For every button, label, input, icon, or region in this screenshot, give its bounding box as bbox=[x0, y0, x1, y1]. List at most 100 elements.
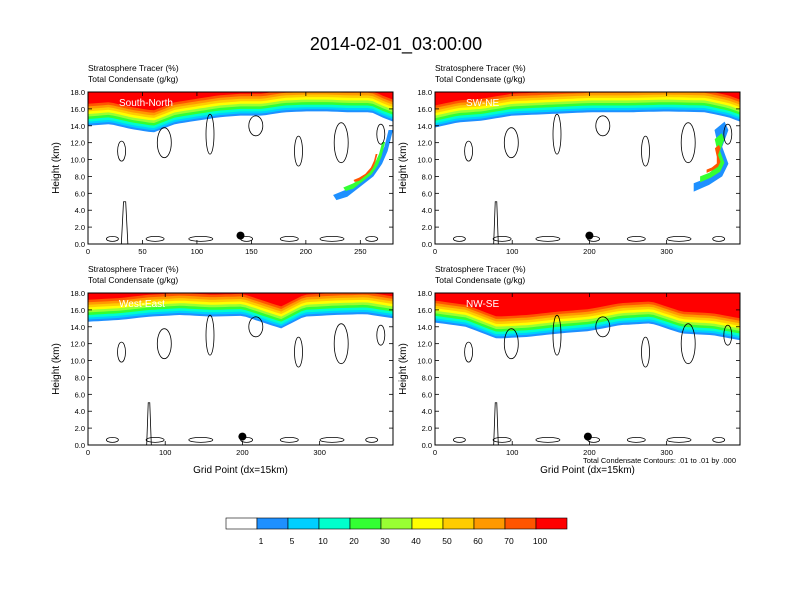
panel-1: South-North Stratosphere Tracer (%)Total … bbox=[51, 63, 394, 256]
y-tick-label: 0.0 bbox=[422, 441, 432, 450]
colorbar-label: 30 bbox=[380, 536, 390, 546]
plot-frame bbox=[87, 292, 394, 446]
contour-loop bbox=[188, 436, 214, 443]
left-title-tracer: Stratosphere Tracer (%) bbox=[88, 63, 179, 73]
condensate-contours bbox=[106, 113, 386, 244]
contour-loop bbox=[666, 235, 692, 242]
contour-loop bbox=[365, 235, 379, 242]
contour-loop bbox=[117, 341, 126, 363]
contour-loop bbox=[464, 341, 474, 363]
left-title-condensate: Total Condensate (g/kg) bbox=[88, 275, 178, 285]
contour-loop bbox=[156, 127, 172, 159]
y-tick-label: 4.0 bbox=[422, 206, 432, 215]
tracer-band-10 bbox=[88, 92, 393, 111]
contour-loop bbox=[319, 235, 345, 242]
intrusion-middle bbox=[343, 142, 386, 191]
contour-loop bbox=[156, 328, 172, 360]
colorbar: 1 5 10 20 30 40 50 60 70 100 bbox=[225, 517, 568, 546]
y-tick-label: 10.0 bbox=[70, 156, 85, 165]
x-tick-label: 0 bbox=[86, 247, 90, 256]
y-tick-label: 6.0 bbox=[422, 189, 432, 198]
y-tick-label: 12.0 bbox=[417, 139, 432, 148]
contour-loop bbox=[626, 436, 646, 443]
intrusion-core bbox=[706, 144, 721, 173]
contour-loop bbox=[535, 235, 561, 242]
x-tick-label: 100 bbox=[159, 448, 172, 457]
footnote: Total Condensate Contours: .01 to .01 by… bbox=[583, 456, 736, 465]
intrusion-outer bbox=[333, 130, 393, 201]
contour-loop bbox=[552, 314, 562, 356]
tracer-band-10 bbox=[435, 293, 740, 319]
contour-loop bbox=[365, 436, 379, 443]
left-title-tracer: Stratosphere Tracer (%) bbox=[435, 63, 526, 73]
y-tick-label: 14.0 bbox=[70, 122, 85, 131]
tracer-band-8 bbox=[88, 293, 393, 312]
colorbar-label: 100 bbox=[533, 536, 547, 546]
contour-loop bbox=[294, 135, 303, 167]
contour-tower bbox=[120, 201, 129, 244]
contour-loop bbox=[712, 235, 726, 242]
x-tick-label: 50 bbox=[138, 247, 146, 256]
y-tick-label: 16.0 bbox=[70, 105, 85, 114]
intrusion-core bbox=[353, 154, 378, 182]
colorbar-label: 40 bbox=[411, 536, 421, 546]
x-tick-label: 250 bbox=[354, 247, 367, 256]
colorbar-cell bbox=[442, 517, 475, 530]
colorbar-cell bbox=[504, 517, 537, 530]
location-marker bbox=[585, 231, 594, 240]
contour-loop bbox=[492, 235, 512, 242]
y-tick-label: 16.0 bbox=[417, 306, 432, 315]
y-tick-label: 18.0 bbox=[417, 88, 432, 97]
x-axis-label: Grid Point (dx=15km) bbox=[193, 465, 288, 476]
contour-loop bbox=[595, 316, 611, 338]
contour-loop bbox=[712, 436, 726, 443]
plot-background bbox=[88, 293, 393, 445]
contour-loop bbox=[452, 436, 466, 443]
colorbar-cell bbox=[349, 517, 382, 530]
contour-loop bbox=[333, 323, 349, 365]
colorbar-cell bbox=[225, 517, 258, 530]
left-title-condensate: Total Condensate (g/kg) bbox=[88, 74, 178, 84]
location-marker bbox=[236, 231, 245, 240]
x-tick-label: 0 bbox=[433, 448, 437, 457]
condensate-contours bbox=[452, 113, 733, 244]
contour-loop bbox=[452, 235, 466, 242]
condensate-contours bbox=[106, 314, 386, 445]
left-title-condensate: Total Condensate (g/kg) bbox=[435, 275, 525, 285]
contour-loop bbox=[503, 127, 519, 159]
x-tick-label: 200 bbox=[300, 247, 313, 256]
y-tick-label: 12.0 bbox=[70, 340, 85, 349]
colorbar-cell bbox=[318, 517, 351, 530]
plot-frame bbox=[87, 91, 394, 245]
y-axis-label: Height (km) bbox=[398, 343, 409, 395]
y-tick-label: 8.0 bbox=[75, 172, 85, 181]
contour-loop bbox=[680, 323, 696, 365]
tracer-band-10 bbox=[435, 92, 740, 106]
y-tick-label: 0.0 bbox=[75, 240, 85, 249]
contour-loop bbox=[106, 436, 119, 443]
left-title-tracer: Stratosphere Tracer (%) bbox=[88, 264, 179, 274]
contour-loop bbox=[188, 235, 214, 242]
colorbar-cell bbox=[535, 517, 568, 530]
y-tick-label: 2.0 bbox=[75, 223, 85, 232]
panel-label: SW-NE bbox=[466, 98, 499, 109]
x-tick-label: 200 bbox=[583, 247, 596, 256]
x-tick-label: 0 bbox=[86, 448, 90, 457]
panel-label: South-North bbox=[119, 98, 173, 109]
y-tick-label: 14.0 bbox=[70, 323, 85, 332]
contour-loop bbox=[145, 436, 165, 443]
contour-tower bbox=[493, 402, 499, 445]
y-tick-label: 4.0 bbox=[75, 407, 85, 416]
x-tick-label: 200 bbox=[583, 448, 596, 457]
x-tick-label: 100 bbox=[191, 247, 204, 256]
y-tick-label: 0.0 bbox=[422, 240, 432, 249]
y-tick-label: 8.0 bbox=[422, 373, 432, 382]
contour-loop bbox=[376, 324, 386, 346]
y-axis-label: Height (km) bbox=[51, 142, 62, 194]
left-title-tracer: Stratosphere Tracer (%) bbox=[435, 264, 526, 274]
contour-loop bbox=[464, 140, 474, 162]
panel-label: West-East bbox=[119, 299, 165, 310]
y-tick-label: 4.0 bbox=[422, 407, 432, 416]
contour-loop bbox=[595, 115, 611, 137]
